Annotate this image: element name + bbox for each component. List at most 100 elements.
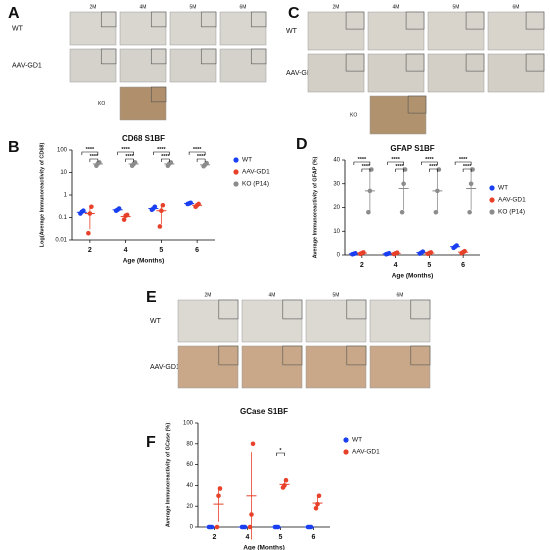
significance-bracket bbox=[89, 158, 99, 162]
column-label: 5M bbox=[333, 292, 340, 298]
data-point bbox=[470, 167, 475, 172]
x-tick-label: 2 bbox=[360, 262, 364, 269]
significance-label: **** bbox=[121, 147, 130, 153]
data-point bbox=[315, 501, 320, 507]
y-tick-label: 10 bbox=[333, 229, 340, 235]
data-point bbox=[275, 524, 281, 530]
legend-label: AAV-GD1 bbox=[242, 169, 270, 176]
column-label: 6M bbox=[513, 4, 520, 10]
significance-bracket bbox=[153, 151, 170, 155]
significance-bracket bbox=[125, 158, 134, 162]
data-point bbox=[86, 230, 91, 236]
y-tick-label: 1 bbox=[64, 193, 68, 199]
y-tick-label: 40 bbox=[186, 483, 193, 489]
micrograph-inset bbox=[405, 53, 425, 72]
data-point bbox=[188, 200, 193, 206]
y-tick-label: 100 bbox=[183, 421, 194, 427]
x-axis-label: Age (Months) bbox=[123, 258, 165, 265]
panel-letter: D bbox=[296, 136, 308, 153]
micrograph-inset bbox=[346, 299, 367, 320]
data-point bbox=[217, 486, 223, 491]
significance-bracket bbox=[395, 168, 404, 172]
significance-label: **** bbox=[193, 147, 202, 153]
column-label: 4M bbox=[140, 4, 147, 10]
data-point bbox=[157, 224, 163, 229]
significance-label: **** bbox=[86, 147, 95, 153]
significance-bracket bbox=[161, 158, 170, 162]
legend-label: WT bbox=[498, 185, 508, 192]
significance-bracket bbox=[361, 168, 371, 172]
significance-label: **** bbox=[425, 157, 434, 163]
micrograph-inset bbox=[525, 53, 545, 72]
row-label: WT bbox=[286, 28, 298, 35]
data-point bbox=[436, 167, 442, 172]
data-point bbox=[160, 202, 166, 208]
micrograph-inset bbox=[218, 299, 239, 320]
data-point bbox=[399, 209, 405, 215]
column-label: 2M bbox=[90, 4, 97, 10]
y-tick-label: 30 bbox=[333, 181, 340, 187]
row-label: WT bbox=[150, 318, 162, 325]
micrograph-inset bbox=[410, 299, 431, 320]
row-label: AAV-GD1 bbox=[150, 364, 180, 371]
data-point bbox=[353, 251, 358, 256]
legend-label: AAV-GD1 bbox=[498, 197, 526, 204]
data-point bbox=[282, 483, 287, 488]
significance-bracket bbox=[117, 151, 134, 155]
significance-label: * bbox=[279, 448, 282, 454]
y-axis-label: Average Immunoreactivity of GFAP (%) bbox=[312, 156, 318, 258]
significance-label: **** bbox=[197, 154, 206, 160]
significance-label: **** bbox=[459, 157, 468, 163]
row-label: AAV-GD1 bbox=[12, 62, 42, 69]
legend-marker bbox=[489, 185, 495, 191]
micrograph-inset bbox=[345, 53, 365, 72]
y-tick-label: 0.1 bbox=[59, 215, 68, 221]
x-tick-label: 4 bbox=[246, 534, 250, 541]
legend-label: WT bbox=[242, 157, 252, 164]
data-point bbox=[308, 524, 314, 530]
micrograph-inset bbox=[200, 48, 217, 65]
legend-marker bbox=[233, 169, 239, 175]
data-point bbox=[159, 208, 164, 214]
y-tick-label: 60 bbox=[186, 462, 193, 468]
micrograph-inset bbox=[150, 48, 167, 65]
legend-label: WT bbox=[352, 437, 362, 444]
x-tick-label: 2 bbox=[213, 534, 217, 541]
significance-label: **** bbox=[429, 164, 438, 170]
significance-label: **** bbox=[161, 154, 170, 160]
y-tick-label: 0 bbox=[190, 525, 194, 531]
micrograph-inset bbox=[410, 345, 431, 366]
micrograph-inset bbox=[218, 345, 239, 366]
row-label: KO bbox=[350, 112, 357, 118]
data-point bbox=[467, 209, 472, 215]
panel-letter: E bbox=[146, 289, 157, 306]
data-point bbox=[283, 477, 289, 483]
micrograph-inset bbox=[465, 53, 485, 72]
y-tick-label: 100 bbox=[57, 148, 68, 154]
column-label: 5M bbox=[453, 4, 460, 10]
micrograph-inset bbox=[100, 11, 117, 28]
x-axis-label: Age (Months) bbox=[392, 273, 434, 280]
data-point bbox=[249, 512, 254, 517]
column-label: 4M bbox=[269, 292, 276, 298]
micrograph-inset bbox=[150, 86, 167, 103]
x-axis-label: Age (Months) bbox=[243, 545, 285, 550]
chart-title: GFAP S1BF bbox=[390, 144, 434, 153]
significance-bracket bbox=[462, 168, 472, 172]
data-point bbox=[420, 249, 426, 254]
y-tick-label: 0.01 bbox=[55, 238, 67, 244]
significance-bracket bbox=[81, 151, 99, 155]
y-axis-label: Average Immunoreactivity of GCase (%) bbox=[165, 423, 171, 527]
x-tick-label: 6 bbox=[312, 534, 316, 541]
legend-label: KO (P14) bbox=[242, 181, 269, 188]
data-point bbox=[468, 181, 474, 187]
micrograph-inset bbox=[100, 48, 117, 65]
significance-bracket bbox=[421, 161, 438, 165]
micrograph-inset bbox=[282, 299, 303, 320]
significance-label: **** bbox=[362, 164, 371, 170]
row-label: WT bbox=[12, 25, 24, 32]
data-point bbox=[204, 160, 209, 166]
column-label: 4M bbox=[393, 4, 400, 10]
data-point bbox=[250, 441, 256, 447]
data-point bbox=[401, 181, 406, 187]
